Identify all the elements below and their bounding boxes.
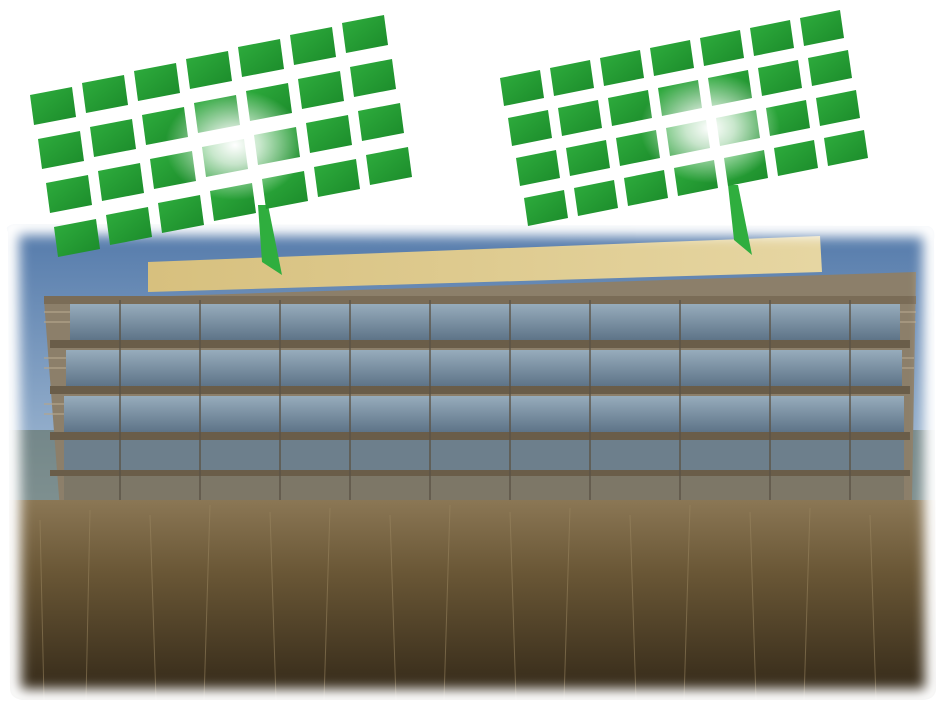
panel-cell — [700, 30, 744, 66]
panel-cell — [608, 90, 652, 126]
panel-stem — [728, 185, 752, 255]
panel-cell — [800, 10, 844, 46]
panel-cell — [82, 75, 128, 113]
panel-cell — [90, 119, 136, 157]
panel-cell — [500, 70, 544, 106]
panel-cell — [774, 140, 818, 176]
sun-glare — [165, 90, 305, 200]
panel-stem — [258, 205, 282, 275]
solar-panel-right — [500, 10, 868, 255]
sun-glare — [640, 73, 780, 183]
panel-cell — [30, 87, 76, 125]
solar-panel-left — [30, 15, 412, 275]
photo-vignette — [0, 212, 940, 706]
panel-cell — [624, 170, 668, 206]
panel-cell — [98, 163, 144, 201]
panel-cell — [158, 195, 204, 233]
panel-cell — [350, 59, 396, 97]
roof-structure — [148, 236, 822, 292]
panel-cell — [238, 39, 284, 77]
panel-cell — [358, 103, 404, 141]
panel-cell — [516, 150, 560, 186]
panel-cell — [290, 27, 336, 65]
panel-cell — [758, 60, 802, 96]
panel-cell — [186, 51, 232, 89]
panel-cell — [600, 50, 644, 86]
panel-cell — [816, 90, 860, 126]
panel-cell — [808, 50, 852, 86]
panel-cell — [314, 159, 360, 197]
panel-cell — [106, 207, 152, 245]
panel-cell — [550, 60, 594, 96]
grass-blades — [39, 504, 877, 700]
panel-cell — [650, 40, 694, 76]
building-photo — [6, 224, 937, 700]
panel-cell — [508, 110, 552, 146]
panel-cell — [366, 147, 412, 185]
panel-cell — [306, 115, 352, 153]
panel-cell — [342, 15, 388, 53]
building — [44, 272, 916, 510]
panel-cell — [574, 180, 618, 216]
panel-cell — [38, 131, 84, 169]
grass-field — [6, 500, 937, 700]
panel-cell — [824, 130, 868, 166]
panel-cell — [524, 190, 568, 226]
panel-cell — [298, 71, 344, 109]
panel-cell — [558, 100, 602, 136]
panel-cell — [134, 63, 180, 101]
panel-cell — [54, 219, 100, 257]
panel-cell — [566, 140, 610, 176]
panel-cell — [750, 20, 794, 56]
panel-cell — [46, 175, 92, 213]
solar-panels — [30, 10, 868, 275]
